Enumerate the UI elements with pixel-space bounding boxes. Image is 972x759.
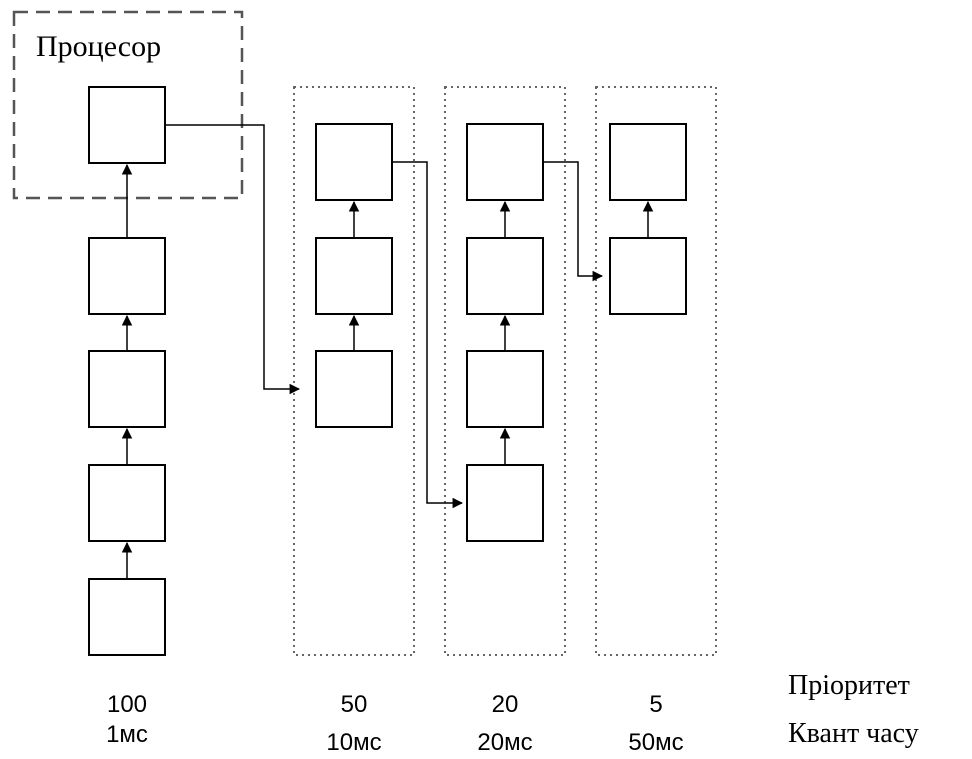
priority-5: 5: [649, 691, 662, 718]
process-box: [89, 579, 165, 655]
quantum-50: 10мс: [326, 729, 381, 756]
quantum-20: 20мс: [477, 729, 532, 756]
process-box: [467, 238, 543, 314]
process-box: [610, 124, 686, 200]
process-box: [467, 465, 543, 541]
priority-100: 100: [107, 691, 147, 718]
demote-arrow-50-to-20: [392, 162, 462, 503]
quantum-legend-label: Квант часу: [788, 718, 919, 749]
priority-20: 20: [492, 691, 519, 718]
queue-50: [316, 124, 392, 427]
process-box: [89, 465, 165, 541]
demote-arrow-100-to-50: [165, 125, 299, 389]
quantum-100: 1мс: [106, 721, 148, 748]
process-box: [316, 124, 392, 200]
process-box: [467, 124, 543, 200]
process-box: [610, 238, 686, 314]
process-box: [316, 238, 392, 314]
quantum-5: 50мс: [628, 729, 683, 756]
process-box: [89, 351, 165, 427]
process-box: [89, 238, 165, 314]
priority-50: 50: [341, 691, 368, 718]
demote-arrow-20-to-5: [543, 162, 602, 276]
processor-label: Процесор: [36, 30, 161, 63]
process-box: [89, 87, 165, 163]
process-box: [316, 351, 392, 427]
process-box: [467, 351, 543, 427]
priority-legend-label: Пріоритет: [788, 670, 910, 701]
